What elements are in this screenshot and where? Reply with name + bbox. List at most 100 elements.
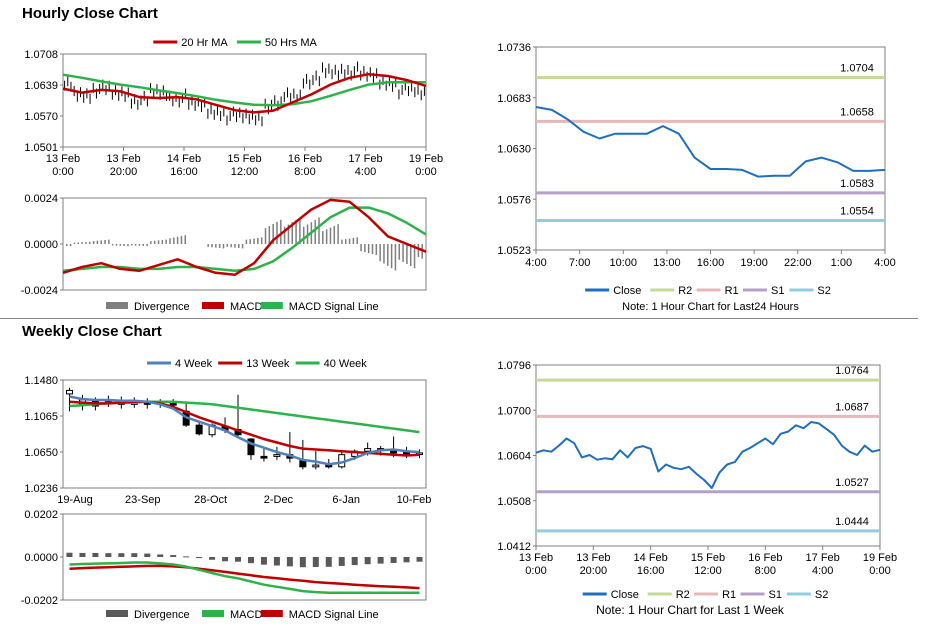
- y-tick-label: 1.0683: [497, 93, 531, 105]
- level-label-r1: 1.0687: [835, 401, 869, 413]
- ma4-week-line: [69, 395, 420, 466]
- ma50-line: [62, 73, 426, 107]
- divergence-bar: [222, 557, 229, 562]
- legend-label: 40 Week: [324, 358, 368, 370]
- y-tick-label: 1.1065: [24, 411, 58, 423]
- candle-body: [260, 455, 268, 459]
- legend-label: MACD: [230, 609, 262, 621]
- level-label-s2: 1.0554: [840, 205, 874, 217]
- y-tick-label: 1.0700: [497, 405, 531, 417]
- legend-label: MACD Signal Line: [289, 301, 379, 313]
- plot-frame: [62, 197, 427, 291]
- legend-label: R2: [676, 589, 690, 601]
- candle-body: [169, 402, 177, 406]
- legend-label: S2: [815, 589, 828, 601]
- divergence-bar: [196, 557, 203, 559]
- x-tick-label: 17 Feb: [348, 153, 382, 165]
- divergence-bar: [144, 553, 151, 557]
- x-tick-label: 4:00: [874, 257, 895, 269]
- legend-label: 20 Hr MA: [181, 37, 228, 49]
- legend-label: S2: [817, 285, 830, 297]
- legend-label: R1: [722, 589, 736, 601]
- x-tick-label: 14 Feb: [167, 153, 201, 165]
- weekly-price-chart: 4 Week 13 Week 40 Week 1.1480 1.1065 1.0650 1.…: [24, 358, 432, 506]
- divergence-bar: [273, 557, 280, 566]
- y-tick-label: 1.0523: [497, 245, 531, 257]
- legend-label: S1: [771, 285, 784, 297]
- y-tick-label: 0.0202: [24, 509, 58, 521]
- plot-frame: [62, 379, 427, 489]
- divergence-bar: [286, 557, 293, 567]
- level-label-r2: 1.0764: [835, 365, 869, 377]
- x-tick-label: 20:00: [110, 166, 138, 178]
- legend-label: S1: [769, 589, 782, 601]
- divergence-bar: [364, 557, 371, 565]
- macd-signal-line: [69, 564, 420, 590]
- x-tick-label: 4:00: [812, 565, 833, 577]
- y-tick-label: 1.0412: [497, 541, 531, 553]
- y-tick-label: 1.0604: [497, 451, 531, 463]
- legend-label: Divergence: [134, 609, 190, 621]
- legend-label: R2: [678, 285, 692, 297]
- x-tick-label: 19 Feb: [409, 153, 443, 165]
- y-tick-label: 1.0508: [497, 496, 531, 508]
- weekly-macd-chart: 0.0202 0.0000 -0.0202 Divergence MACD MACD Si…: [21, 509, 427, 621]
- y-tick-label: 1.0796: [497, 360, 531, 372]
- divergence-bar: [105, 553, 112, 557]
- y-tick-label: 1.0650: [24, 447, 58, 459]
- x-tick-label: 10-Feb: [397, 494, 432, 506]
- y-tick-label: 0.0000: [24, 239, 58, 251]
- macd-line: [62, 198, 427, 276]
- divergence-bar: [170, 555, 177, 557]
- divergence-bar: [118, 553, 125, 557]
- macd-signal-line: [62, 206, 427, 273]
- divergence-bar: [351, 557, 358, 566]
- y-tick-label: 0.0024: [24, 193, 58, 205]
- x-tick-label: 19 Feb: [863, 552, 897, 564]
- x-tick-label: 15 Feb: [691, 552, 725, 564]
- legend-label: MACD Signal Line: [289, 609, 379, 621]
- ma40-week-line: [69, 400, 420, 434]
- x-tick-label: 12:00: [694, 565, 722, 577]
- divergence-bar: [338, 557, 345, 566]
- legend-label: Close: [611, 589, 639, 601]
- divergence-bar: [247, 557, 254, 564]
- legend-label: 50 Hrs MA: [265, 37, 318, 49]
- divergence-bar: [92, 552, 99, 557]
- y-tick-label: 0.0000: [24, 552, 58, 564]
- divergence-bar: [131, 553, 138, 557]
- legend-swatch: [202, 610, 224, 617]
- candle-body: [195, 424, 203, 435]
- y-tick-label: 1.0708: [24, 49, 58, 61]
- x-tick-label: 17 Feb: [806, 552, 840, 564]
- legend-label: R1: [725, 285, 739, 297]
- legend-label: Divergence: [134, 301, 190, 313]
- x-tick-label: 14 Feb: [634, 552, 668, 564]
- x-tick-label: 0:00: [415, 166, 436, 178]
- x-tick-label: 23-Sep: [125, 494, 160, 506]
- level-label-r1: 1.0658: [840, 106, 874, 118]
- legend-label: Close: [613, 285, 641, 297]
- x-tick-label: 7:00: [569, 257, 590, 269]
- x-tick-label: 8:00: [755, 565, 776, 577]
- x-tick-label: 22:00: [784, 257, 812, 269]
- divergence-bar: [299, 557, 306, 568]
- legend-swatch: [202, 302, 224, 309]
- legend-label: 4 Week: [175, 358, 213, 370]
- divergence-bar: [157, 554, 164, 557]
- x-tick-label: 13:00: [653, 257, 681, 269]
- x-tick-label: 16:00: [637, 565, 665, 577]
- divergence-bar: [312, 557, 319, 568]
- x-tick-label: 15 Feb: [227, 153, 261, 165]
- divergence-bar: [235, 557, 242, 562]
- y-tick-label: 1.0236: [24, 483, 58, 495]
- legend-swatch: [260, 302, 283, 309]
- divergence-bar: [209, 557, 216, 560]
- legend-label: MACD: [230, 301, 262, 313]
- y-tick-label: 1.0570: [24, 111, 58, 123]
- level-label-s2: 1.0444: [835, 516, 869, 528]
- divergence-bar: [79, 552, 86, 557]
- x-tick-label: 16:00: [697, 257, 725, 269]
